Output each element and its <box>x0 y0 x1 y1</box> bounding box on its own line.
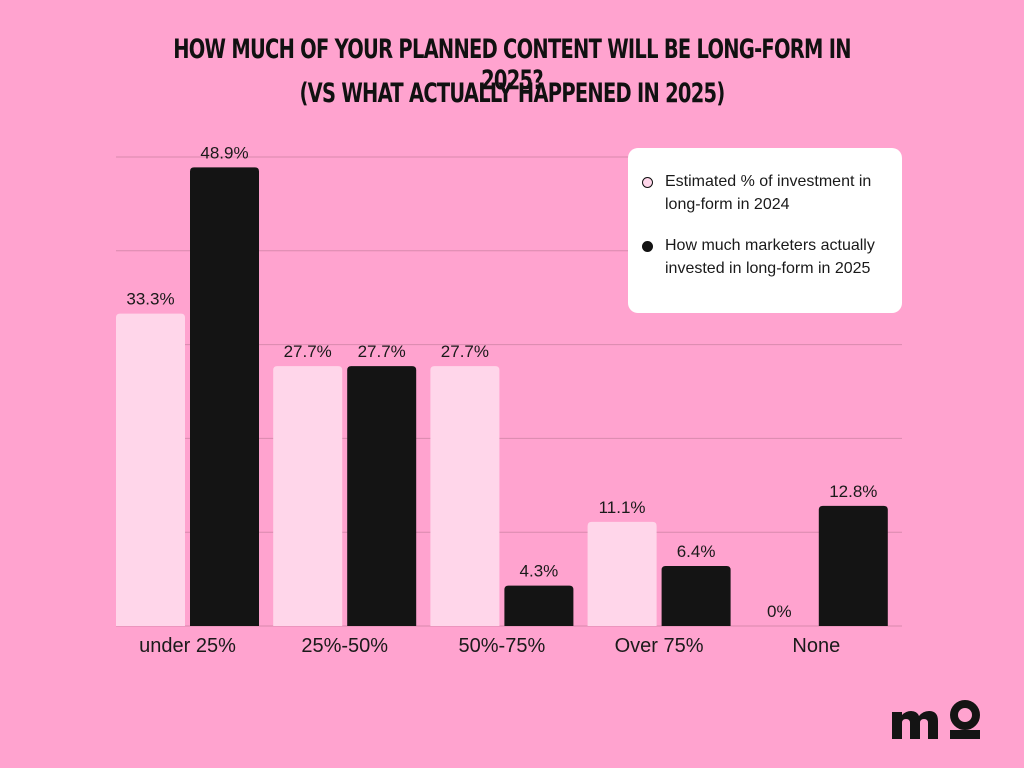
bar-estimated <box>116 313 185 626</box>
legend: Estimated % of investment in long-form i… <box>628 148 902 313</box>
chart-title-line-2: (VS WHAT ACTUALLY HAPPENED IN 2025) <box>299 78 726 109</box>
data-label: 27.7% <box>284 342 332 361</box>
mo-logo <box>892 700 980 739</box>
legend-label-estimated: Estimated % of investment in long-form i… <box>665 173 872 213</box>
category-label: 50%-75% <box>459 635 546 657</box>
category-label: Over 75% <box>615 635 704 657</box>
bar-actual <box>504 585 574 626</box>
category-label: None <box>792 635 840 657</box>
data-label: 6.4% <box>677 542 716 561</box>
bar-actual <box>818 505 888 626</box>
bar-estimated <box>273 366 343 626</box>
legend-swatch-estimated <box>642 177 653 188</box>
legend-item-estimated: Estimated % of investment in long-form i… <box>642 170 884 216</box>
bar-estimated <box>430 366 500 626</box>
data-label: 48.9% <box>200 143 248 162</box>
bar-estimated <box>587 521 657 626</box>
data-label: 12.8% <box>829 482 877 501</box>
chart-title-line-1: HOW MUCH OF YOUR PLANNED CONTENT WILL BE… <box>173 34 851 96</box>
data-label: 27.7% <box>358 342 406 361</box>
category-label: 25%-50% <box>301 635 388 657</box>
data-label: 4.3% <box>520 562 559 581</box>
legend-item-actual: How much marketers actually invested in … <box>642 234 884 280</box>
category-label: under 25% <box>139 635 236 657</box>
bar-actual <box>347 366 417 626</box>
data-label: 33.3% <box>126 290 174 309</box>
data-label: 0% <box>767 602 792 621</box>
legend-swatch-actual <box>642 241 653 252</box>
legend-label-actual: How much marketers actually invested in … <box>665 237 875 277</box>
bar-actual <box>661 565 731 626</box>
data-label: 27.7% <box>441 342 489 361</box>
bar-actual <box>190 167 259 626</box>
data-label: 11.1% <box>599 498 646 517</box>
